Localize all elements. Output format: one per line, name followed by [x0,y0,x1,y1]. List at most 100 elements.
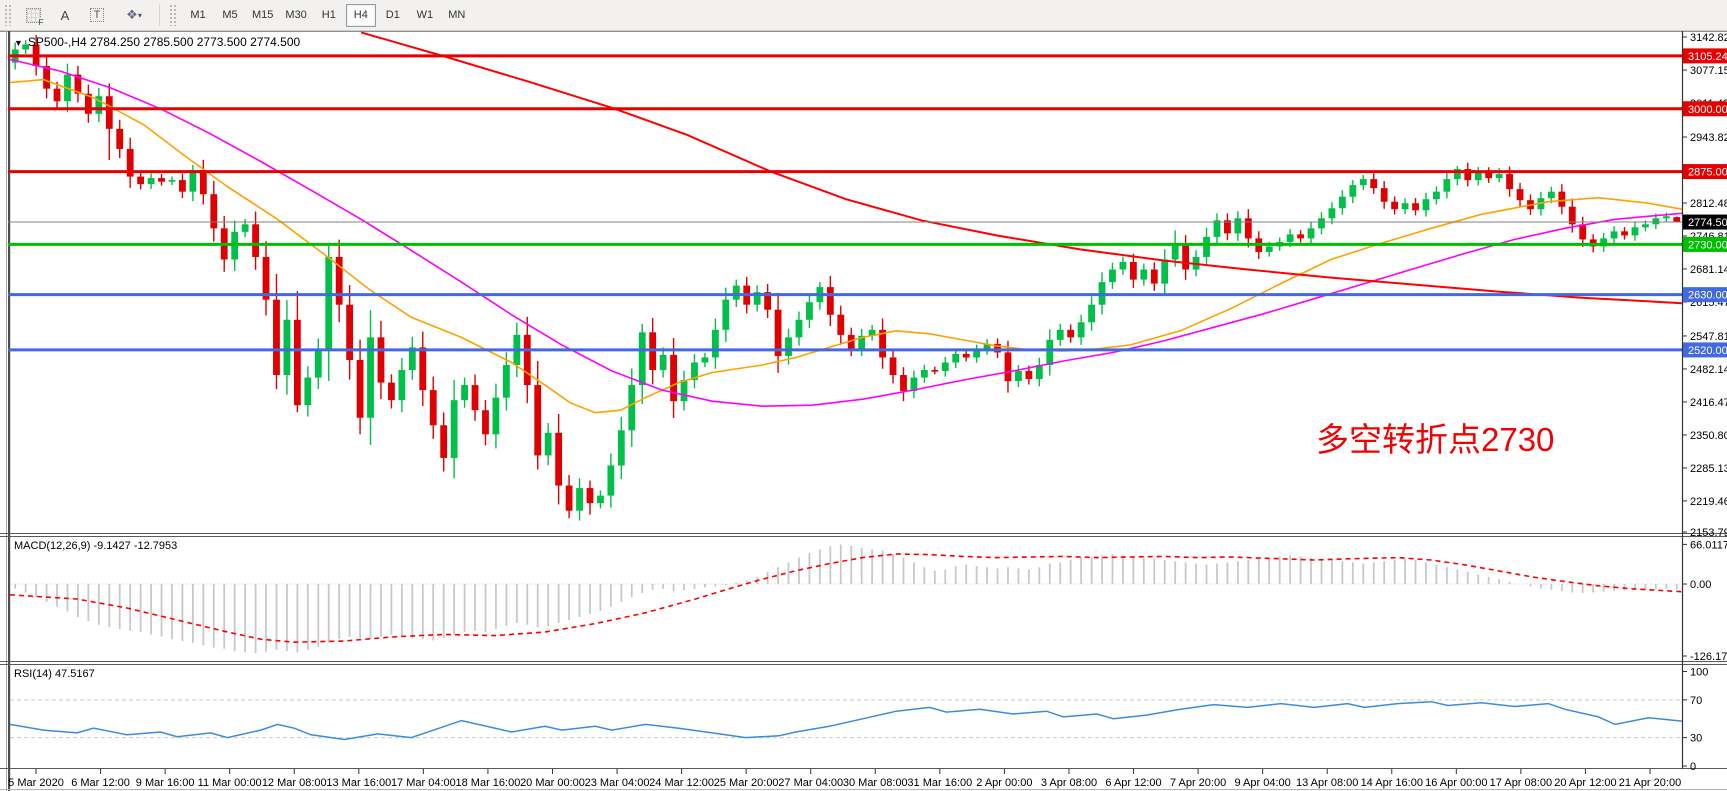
ma-mid-magenta-line [9,58,1683,408]
svg-text:2875.000: 2875.000 [1688,167,1727,179]
svg-text:3000.000: 3000.000 [1688,104,1727,116]
text-t-icon: T [89,8,105,22]
rsi-indicator-label: RSI(14) 47.5167 [14,668,95,680]
price-badge-2630.000: 2630.000 [1683,287,1727,303]
candlestick-series [11,34,1681,521]
svg-text:3077.150: 3077.150 [1690,65,1727,77]
svg-text:3142.820: 3142.820 [1690,32,1727,44]
svg-text:5 Mar 2020: 5 Mar 2020 [8,777,64,789]
svg-text:2520.000: 2520.000 [1688,345,1727,357]
horizontal-level-lines[interactable] [8,54,1682,352]
price-badge-2730.000: 2730.000 [1683,236,1727,252]
chart-annotation-text[interactable]: 多空转折点2730 [1316,421,1555,458]
svg-text:2547.810: 2547.810 [1690,331,1727,343]
svg-text:2416.470: 2416.470 [1690,397,1727,409]
svg-text:2153.790: 2153.790 [1690,527,1727,539]
timeframe-toolbar-grip[interactable] [169,4,177,26]
svg-text:18 Mar 16:00: 18 Mar 16:00 [456,777,521,789]
grid-f-tool-button[interactable]: F [18,3,48,27]
svg-text:17 Mar 04:00: 17 Mar 04:00 [391,777,456,789]
timeframe-h1-button[interactable]: H1 [314,4,344,27]
svg-text:0.00: 0.00 [1690,579,1711,591]
svg-text:31 Mar 16:00: 31 Mar 16:00 [907,777,972,789]
chevron-down-icon: ▾ [137,10,142,20]
symbol-ohlc-line: ▼ SP500-,H4 2784.250 2785.500 2773.500 27… [14,35,300,49]
objects-icon: ❖ [126,7,138,22]
timeframe-w1-button[interactable]: W1 [410,4,440,27]
svg-text:66.0117: 66.0117 [1690,539,1727,551]
price-badge-2774.500: 2774.500 [1683,214,1727,230]
price-badge-2875.000: 2875.000 [1683,164,1727,180]
timeframe-m30-button[interactable]: M30 [280,4,311,27]
svg-text:27 Mar 04:00: 27 Mar 04:00 [778,777,843,789]
svg-text:13 Apr 08:00: 13 Apr 08:00 [1296,777,1358,789]
text-t-tool-button[interactable]: T [82,3,112,27]
svg-text:16 Apr 00:00: 16 Apr 00:00 [1425,777,1487,789]
toolbar: F A T ❖ ▾ M1 M5 M15 M30 H1 H4 D1 W1 MN [0,0,1727,31]
letter-a-icon: A [60,7,70,23]
timeframe-d1-button[interactable]: D1 [378,4,408,27]
timeframe-mn-button[interactable]: MN [442,4,472,27]
svg-text:24 Mar 12:00: 24 Mar 12:00 [649,777,714,789]
svg-text:2681.140: 2681.140 [1690,264,1727,276]
svg-text:2943.820: 2943.820 [1690,132,1727,144]
timeframe-m15-button[interactable]: M15 [247,4,278,27]
svg-text:2350.800: 2350.800 [1690,430,1727,442]
svg-text:21 Apr 20:00: 21 Apr 20:00 [1619,777,1681,789]
svg-text:14 Apr 16:00: 14 Apr 16:00 [1361,777,1423,789]
svg-text:3 Apr 08:00: 3 Apr 08:00 [1041,777,1097,789]
svg-text:30: 30 [1690,733,1702,745]
ma-slow-red-line [360,31,1683,305]
macd-indicator-label: MACD(12,26,9) -9.1427 -12.7953 [14,540,178,552]
timeframe-m5-button[interactable]: M5 [215,4,245,27]
rsi-panel: 100 70 30 0 [9,667,1708,773]
svg-text:6 Mar 12:00: 6 Mar 12:00 [71,777,130,789]
price-axis[interactable]: 3142.8203077.1503011.4902943.8202812.480… [1682,32,1727,539]
timeframe-m1-button[interactable]: M1 [183,4,213,27]
svg-text:23 Mar 04:00: 23 Mar 04:00 [585,777,650,789]
timeframe-h4-button[interactable]: H4 [345,3,376,27]
macd-panel: 66.0117 0.00 -126.173 [9,539,1727,663]
svg-text:2 Apr 00:00: 2 Apr 00:00 [976,777,1032,789]
toolbar-grip[interactable] [4,4,12,26]
svg-text:2630.000: 2630.000 [1688,290,1727,302]
svg-text:2219.460: 2219.460 [1690,496,1727,508]
objects-tool-button[interactable]: ❖ ▾ [114,3,154,27]
svg-text:2482.140: 2482.140 [1690,364,1727,376]
svg-text:6 Apr 12:00: 6 Apr 12:00 [1105,777,1161,789]
panel-frames [0,31,1727,769]
svg-text:-126.173: -126.173 [1690,651,1727,663]
svg-text:0: 0 [1690,761,1696,773]
svg-text:7 Apr 20:00: 7 Apr 20:00 [1170,777,1226,789]
toolbar-separator [159,4,160,26]
symbol-dropdown-icon[interactable]: ▼ [14,38,23,48]
svg-text:11 Mar 00:00: 11 Mar 00:00 [198,777,262,789]
date-axis[interactable]: 5 Mar 2020 6 Mar 12:00 9 Mar 16:00 11 Mar 0… [8,769,1681,789]
svg-text:70: 70 [1690,695,1702,707]
svg-text:9 Apr 04:00: 9 Apr 04:00 [1234,777,1290,789]
rsi-line [9,700,1683,741]
svg-text:2730.000: 2730.000 [1688,239,1727,251]
svg-text:30 Mar 08:00: 30 Mar 08:00 [843,777,908,789]
macd-signal-line [9,553,1683,644]
price-badge-2520.000: 2520.000 [1683,342,1727,358]
svg-text:12 Mar 08:00: 12 Mar 08:00 [262,777,327,789]
svg-text:25 Mar 20:00: 25 Mar 20:00 [714,777,779,789]
ma-fast-orange-line [9,78,1683,414]
svg-text:2812.480: 2812.480 [1690,198,1727,210]
svg-text:20 Mar 00:00: 20 Mar 00:00 [520,777,585,789]
svg-text:100: 100 [1690,667,1708,679]
font-a-tool-button[interactable]: A [50,3,80,27]
svg-text:20 Apr 12:00: 20 Apr 12:00 [1554,777,1616,789]
svg-text:3105.244: 3105.244 [1688,51,1727,63]
grid-f-icon: F [25,7,44,27]
svg-text:2774.500: 2774.500 [1688,217,1727,229]
svg-text:2285.130: 2285.130 [1690,463,1727,475]
svg-text:17 Apr 08:00: 17 Apr 08:00 [1490,777,1552,789]
price-badge-3105.244: 3105.244 [1683,48,1727,64]
window-frame [0,31,1727,791]
svg-text:9 Mar 16:00: 9 Mar 16:00 [136,777,195,789]
svg-text:13 Mar 16:00: 13 Mar 16:00 [326,777,391,789]
